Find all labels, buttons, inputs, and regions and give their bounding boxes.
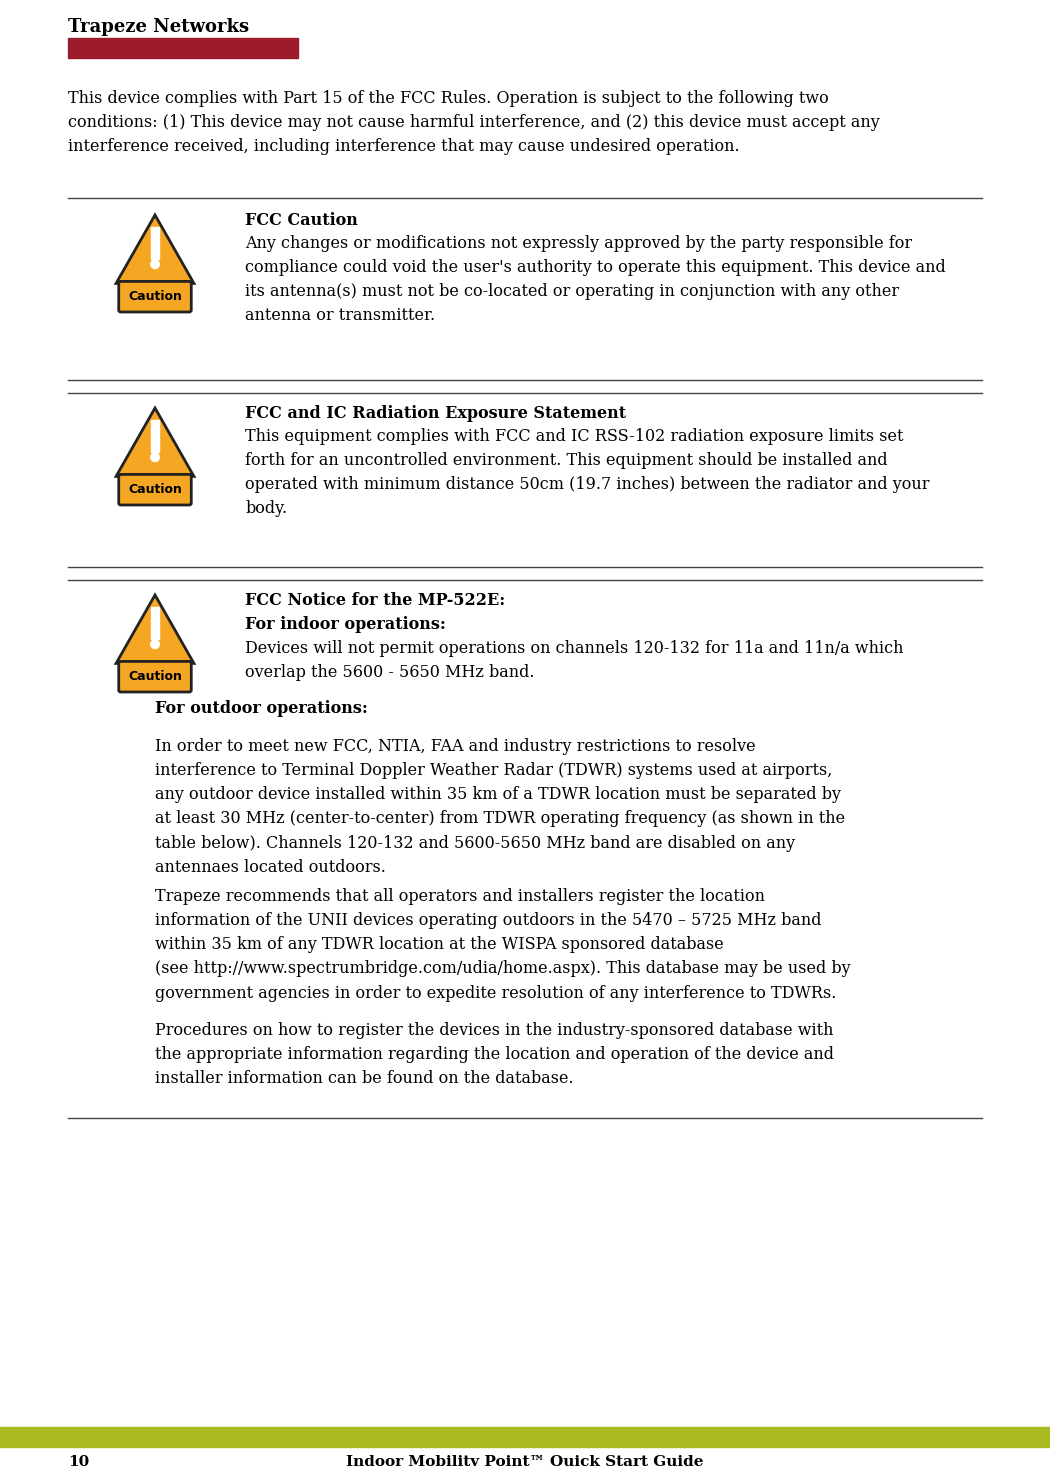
Text: This equipment complies with FCC and IC RSS-102 radiation exposure limits set
fo: This equipment complies with FCC and IC … (245, 428, 929, 517)
Text: Indoor Mobility Point™ Quick Start Guide: Indoor Mobility Point™ Quick Start Guide (346, 1454, 704, 1466)
Text: Caution: Caution (128, 670, 182, 683)
Text: Trapeze recommends that all operators and installers register the location
infor: Trapeze recommends that all operators an… (155, 888, 850, 1001)
Text: For outdoor operations:: For outdoor operations: (155, 699, 368, 717)
Bar (151, 227, 159, 259)
Text: FCC Notice for the MP-522E:: FCC Notice for the MP-522E: (245, 592, 505, 608)
Text: FCC and IC Radiation Exposure Statement: FCC and IC Radiation Exposure Statement (245, 405, 626, 422)
Bar (0, 1426, 1050, 1447)
Text: This device complies with Part 15 of the FCC Rules. Operation is subject to the : This device complies with Part 15 of the… (68, 89, 880, 155)
Circle shape (151, 453, 160, 462)
Bar (151, 421, 159, 453)
Bar (151, 607, 159, 639)
Polygon shape (117, 408, 194, 476)
Text: In order to meet new FCC, NTIA, FAA and industry restrictions to resolve
interfe: In order to meet new FCC, NTIA, FAA and … (155, 737, 845, 875)
FancyBboxPatch shape (119, 281, 191, 312)
Text: Caution: Caution (128, 484, 182, 496)
Text: Any changes or modifications not expressly approved by the party responsible for: Any changes or modifications not express… (245, 235, 946, 324)
Circle shape (151, 641, 160, 648)
Circle shape (151, 259, 160, 268)
Text: Procedures on how to register the devices in the industry-sponsored database wit: Procedures on how to register the device… (155, 1022, 834, 1088)
Polygon shape (117, 216, 194, 283)
Text: Caution: Caution (128, 290, 182, 303)
Polygon shape (117, 595, 194, 664)
Text: Devices will not permit operations on channels 120-132 for 11a and 11n/a which
o: Devices will not permit operations on ch… (245, 641, 903, 682)
Bar (68, 38, 298, 59)
Text: FCC Caution: FCC Caution (245, 213, 358, 229)
Text: 10: 10 (68, 1454, 89, 1466)
Text: Trapeze Networks: Trapeze Networks (68, 18, 249, 37)
Text: For indoor operations:: For indoor operations: (245, 616, 446, 633)
FancyBboxPatch shape (119, 661, 191, 692)
FancyBboxPatch shape (119, 475, 191, 504)
